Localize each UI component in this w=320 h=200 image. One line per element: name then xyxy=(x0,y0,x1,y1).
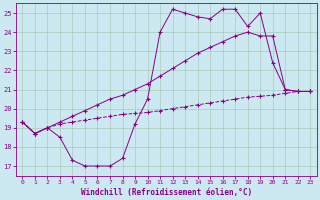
X-axis label: Windchill (Refroidissement éolien,°C): Windchill (Refroidissement éolien,°C) xyxy=(81,188,252,197)
